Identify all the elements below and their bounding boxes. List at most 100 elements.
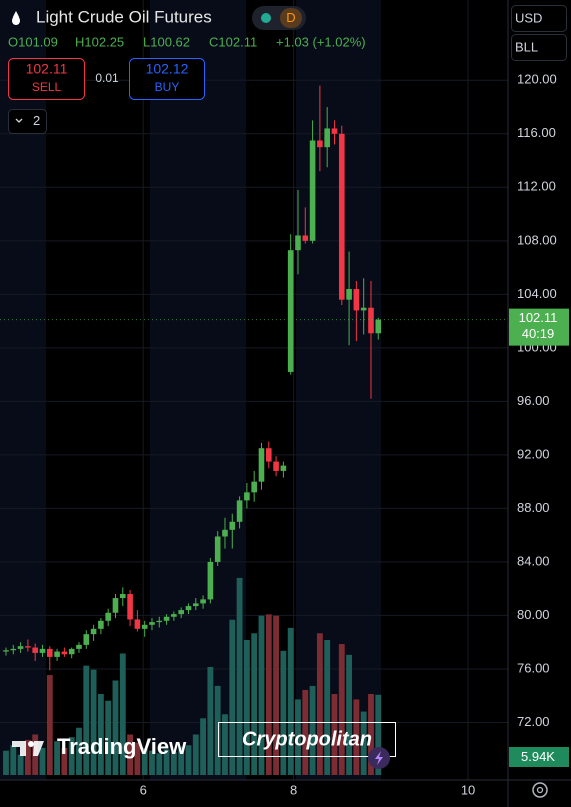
change: +1.03 (+1.02%): [276, 34, 366, 49]
candle-body: [317, 140, 323, 148]
volume-bar: [61, 748, 68, 775]
candle-body: [112, 598, 119, 613]
volume-bar: [207, 667, 214, 775]
candle-body: [346, 288, 352, 300]
ohlc-value: C102.11: [209, 34, 257, 49]
volume-bar: [185, 745, 192, 775]
volume-bar: [243, 640, 250, 775]
candle-body: [222, 529, 228, 537]
volume-bar: [3, 750, 9, 775]
candle-body: [214, 536, 221, 562]
volume-bar: [309, 685, 316, 775]
settings-button[interactable]: [532, 782, 548, 798]
axes: 72.00 76.00 80.00 84.00 88.00 92.00 96.00 10 0.0…: [0, 72, 569, 797]
volume-bar: [302, 689, 309, 775]
candle-body: [273, 461, 279, 471]
volume-bar: [222, 714, 228, 775]
volume-bar: [287, 627, 294, 775]
interval-badge: [280, 8, 302, 28]
unit-button[interactable]: [511, 34, 567, 61]
volume-badge: [509, 747, 569, 767]
candle-body: [32, 647, 38, 653]
currency-button[interactable]: [511, 5, 567, 32]
candle-body: [149, 622, 155, 625]
volume-bar: [134, 742, 141, 775]
candle-body: [324, 128, 330, 148]
candle-body: [156, 620, 163, 623]
volume-bar: [10, 745, 17, 775]
volume-bar: [83, 665, 90, 775]
candle-body: [171, 614, 177, 617]
volume-bar: [258, 615, 265, 775]
volume-bar: [324, 640, 331, 775]
candle-body: [244, 492, 250, 501]
candle-body: [375, 319, 382, 334]
spread: 0.01: [95, 71, 119, 85]
volume-bar: [170, 752, 177, 775]
candle-body: [83, 634, 90, 645]
volume-bar: [97, 694, 104, 775]
quantity-toggle[interactable]: [8, 109, 47, 134]
ohlc-legend: O101.09 H102.25 L100.62 C102.11: [8, 34, 257, 49]
candle-body: [280, 465, 287, 471]
volume-bar: [119, 653, 126, 775]
watermark: Cryptopolitan: [242, 728, 372, 750]
volume-bar: [375, 694, 382, 775]
session-band: [296, 0, 381, 780]
candle-body: [61, 651, 68, 655]
sell-price: 102.11: [26, 61, 68, 77]
sell-button[interactable]: [8, 58, 85, 100]
y-tick-label: 96.00: [517, 393, 550, 408]
y-tick-label: 108.00: [517, 232, 557, 247]
volume-bar: [24, 739, 31, 775]
candle-body: [54, 651, 60, 657]
flash-glyph: [375, 751, 383, 765]
sell-label: SELL: [32, 80, 62, 94]
volume-bar: [353, 699, 360, 775]
market-open-dot: [261, 13, 271, 23]
candle-body: [105, 612, 111, 621]
volume-bar: [156, 753, 163, 775]
candle-body: [236, 500, 243, 522]
candle-body: [98, 620, 104, 629]
volume-bar: [200, 718, 207, 775]
volume-label: 5.94K: [521, 749, 555, 764]
oil-icon: [12, 11, 20, 25]
candle-body: [200, 599, 206, 604]
candle-body: [229, 521, 236, 530]
volume-bar: [236, 577, 243, 775]
candle-body: [76, 644, 82, 649]
candle-body: [265, 448, 272, 462]
volume-bar: [346, 654, 353, 775]
candle-body: [192, 603, 199, 607]
volume-pane: [3, 577, 382, 775]
volume-bar: [68, 737, 75, 775]
volume-bar: [316, 633, 323, 775]
volume-bar: [46, 675, 53, 775]
volume-bar: [214, 685, 221, 775]
candle-body: [368, 307, 374, 334]
tv-logo: [12, 741, 44, 756]
ohlc-value: L100.62: [143, 34, 190, 49]
volume-bar: [141, 748, 148, 775]
candle-body: [17, 646, 24, 649]
volume-bar: [105, 700, 112, 775]
buy-label: BUY: [155, 80, 180, 94]
last-price-label: 102.11: [519, 310, 558, 325]
candle-body: [331, 128, 338, 134]
volume-bar: [17, 754, 24, 775]
volume-bar: [149, 750, 155, 775]
y-tick-label: 88.00: [517, 500, 550, 515]
y-tick-label: 104.00: [517, 286, 557, 301]
candle-body: [46, 648, 53, 657]
y-tick-label: 72.00: [517, 714, 550, 729]
volume-bar: [251, 633, 258, 775]
volume-bar: [90, 669, 97, 775]
buy-button[interactable]: [129, 58, 205, 100]
ohlc-value: O101.09: [8, 34, 58, 49]
y-tick-label: 120.00: [517, 72, 557, 87]
watermark: TradingView: [57, 734, 187, 759]
volume-bar: [368, 694, 374, 775]
ohlc-value: H102.25: [75, 34, 124, 49]
